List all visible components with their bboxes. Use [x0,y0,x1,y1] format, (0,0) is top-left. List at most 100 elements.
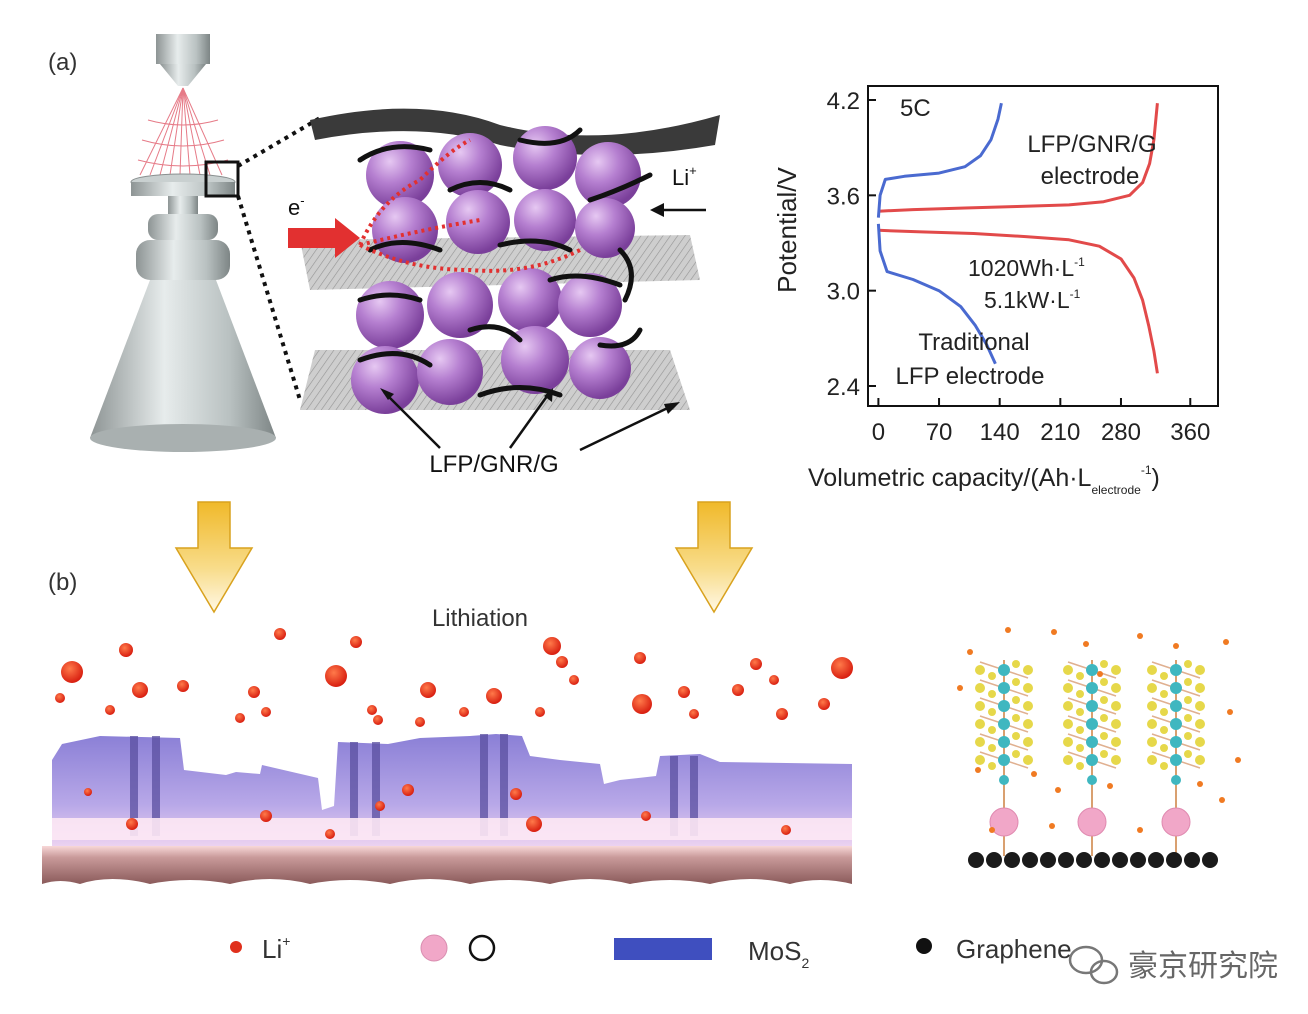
watermark-text: 豪京研究院 [1128,950,1278,983]
legend-li-dot [230,941,242,953]
lfp-gnr-g-structure: e- Li+ LFP/GNR/G [288,108,720,478]
x-tick-label: 0 [872,419,885,446]
sulfur-atom [1063,719,1073,729]
mo-atom [998,682,1010,694]
mo-atom [1170,700,1182,712]
sulfur-atom [1111,755,1121,765]
electron-label: e- [288,193,305,220]
x-tick-label: 70 [926,419,953,446]
sulfur-atom [1100,750,1108,758]
graphene-atom [1166,852,1182,868]
sulfur-atom [1023,755,1033,765]
x-tick-label: 360 [1170,419,1210,446]
sulfur-atom [1111,665,1121,675]
sulfur-atom [1160,690,1168,698]
spray-cone [137,87,229,176]
mo-atom [1086,664,1098,676]
x-tick-label: 140 [980,419,1020,446]
y-tick-label: 2.4 [827,374,860,401]
substrate-base [42,846,852,884]
electron-path [358,138,581,273]
graphene-atom [1112,852,1128,868]
mo-atom [998,718,1010,730]
panel-label-b: (b) [48,569,77,596]
zoom-box [204,160,240,198]
sulfur-atom [1012,696,1020,704]
nozzle-body [156,34,210,64]
mo-atom [1086,682,1098,694]
sulfur-atom [1195,737,1205,747]
sulfur-atom [1184,696,1192,704]
lfp-gnr-g-label: LFP/GNR/G [429,451,558,478]
sulfur-atom [1012,678,1020,686]
mo-atom [1086,736,1098,748]
sulfur-atom [1111,683,1121,693]
arrow-left [174,501,254,614]
sulfur-atom [988,726,996,734]
mo-atom [1170,754,1182,766]
y-tick-label: 3.6 [827,183,860,210]
sulfur-atom [1147,683,1157,693]
mo-atom [1086,700,1098,712]
sulfur-atom [1076,708,1084,716]
sulfur-atom [1100,660,1108,668]
molecular-schematic [957,627,1241,868]
linker-atom [1161,807,1191,837]
sulfur-atom [1100,732,1108,740]
sulfur-atom [1147,719,1157,729]
graphene-atom [1058,852,1074,868]
lithiation-label: Lithiation [432,605,528,632]
series-line-discharge-blue [876,223,997,365]
legend-graphene-dot [916,938,932,954]
graphene-atom [1184,852,1200,868]
x-tick-label: 210 [1040,419,1080,446]
sulfur-atom [1012,732,1020,740]
sulfur-atom [1063,665,1073,675]
sulfur-atom [1076,690,1084,698]
sulfur-atom [1195,755,1205,765]
sulfur-atom [1076,672,1084,680]
graphene-atom [1094,852,1110,868]
legend-pink-atom [420,934,448,962]
sulfur-atom [1063,701,1073,711]
sulfur-atom [1160,762,1168,770]
sulfur-atom [975,665,985,675]
sulfur-atom [1063,755,1073,765]
graphene-atom [986,852,1002,868]
watermark: 豪京研究院 [1068,945,1278,985]
sulfur-atom [1195,665,1205,675]
graphene-atom [1076,852,1092,868]
graphene-atom [1004,852,1020,868]
sulfur-atom [1160,708,1168,716]
mo-atom [998,754,1010,766]
linker-atom [1077,807,1107,837]
sulfur-atom [1063,737,1073,747]
sulfur-atom [1160,726,1168,734]
sulfur-atom [1012,750,1020,758]
nozzle-tip [160,64,206,86]
graphene-base-atoms [968,852,1218,868]
mo-atom [998,664,1010,676]
graphene-atom [1202,852,1218,868]
sulfur-atom [1023,665,1033,675]
chart-annot-new-electrode-2: electrode [1041,163,1140,190]
sulfur-atom [1147,755,1157,765]
sulfur-atom [1195,701,1205,711]
sulfur-atom [1184,714,1192,722]
li-ions-cloud [55,628,853,727]
sulfur-atom [1076,744,1084,752]
chart-annot-new-electrode-1: LFP/GNR/G [1027,131,1156,158]
series-line-charge-blue [876,102,1003,218]
electron-arrow [288,218,360,258]
series-line-charge-red [878,103,1159,213]
li-ion-label: Li+ [672,163,697,190]
sulfur-atom [1195,683,1205,693]
mos2-electrode [42,734,852,884]
legend-mos2-bar [614,938,712,960]
sulfur-atom [975,719,985,729]
graphene-atom [1130,852,1146,868]
graphene-atom [968,852,984,868]
sulfur-atom [1111,719,1121,729]
sulfur-atom [1063,683,1073,693]
